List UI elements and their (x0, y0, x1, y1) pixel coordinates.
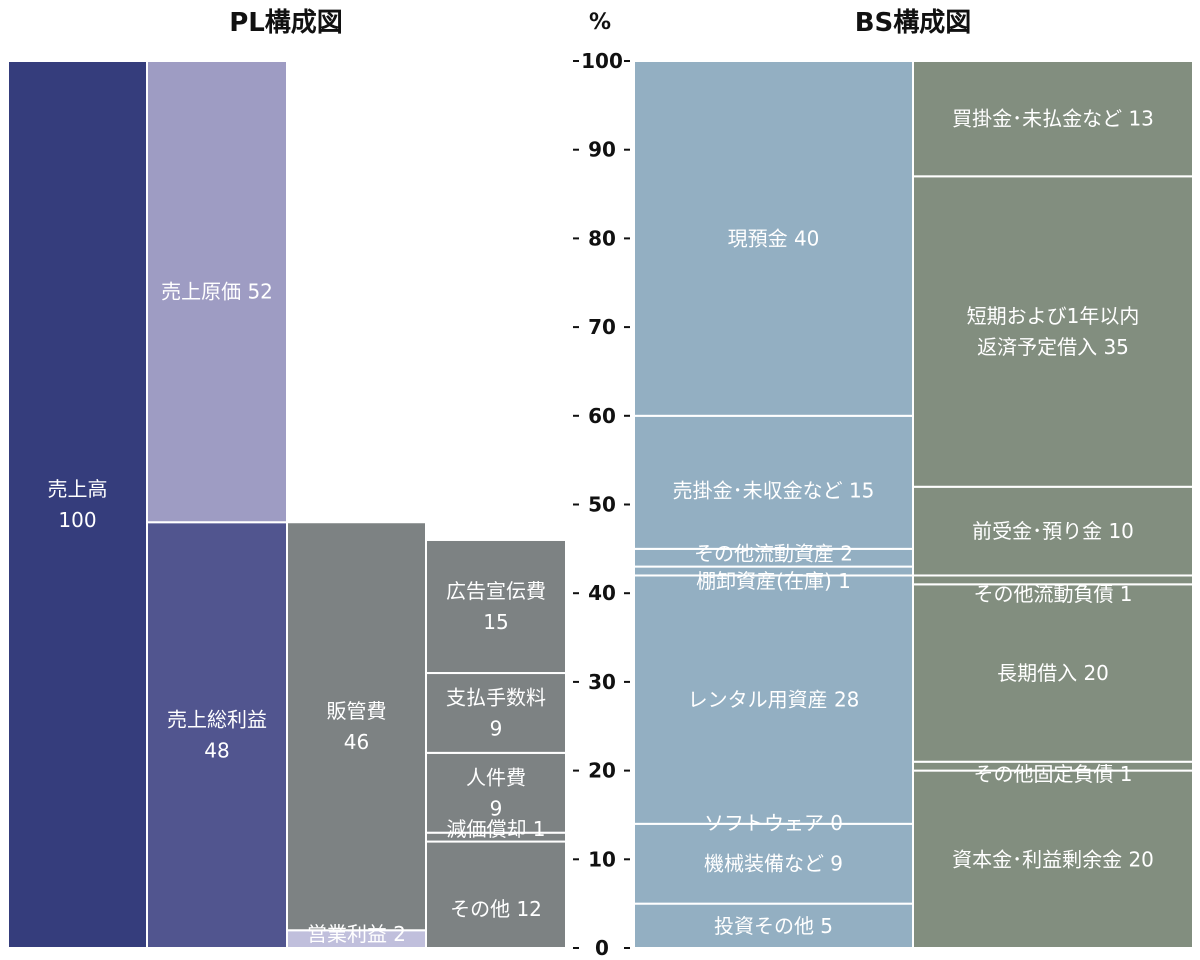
segment-0-0-0 (7, 60, 148, 949)
segment-1-1-0 (912, 769, 1194, 949)
segment-label-line-0-2-1-1: 46 (344, 730, 369, 754)
segment-label-line-1-0-5-0: その他流動資産 2 (694, 542, 853, 566)
segment-0-3-4 (425, 538, 567, 675)
segment-label-line-0-2-0-0: 営業利益 2 (307, 922, 406, 946)
segment-label-line-0-3-4-0: 広告宣伝費 (446, 579, 546, 603)
segment-label-line-1-0-4-0: 棚卸資産(在庫) 1 (696, 569, 851, 593)
segment-label-0-0-0: 売上高 100 (48, 477, 108, 532)
pl-chart-title: PL構成図 (229, 8, 343, 38)
segment-label-0-3-2: 人件費 9 (466, 765, 526, 820)
segment-label-line-1-0-1-0: 機械装備など 9 (704, 852, 843, 876)
segment-label-line-0-1-0-1: 48 (204, 739, 229, 763)
segment-0-1-0 (146, 521, 288, 949)
segments (7, 60, 1194, 950)
segment-label-0-1-0: 売上総利益 48 (167, 708, 267, 763)
y-tick-label-20: 20 (588, 759, 616, 783)
segment-0-3-3 (425, 672, 567, 754)
segment-1-1-4 (912, 485, 1194, 577)
segment-label-line-0-1-1-0: 売上原価 52 (161, 280, 273, 304)
segment-label-line-1-0-6-0: 売掛金･未収金など 15 (673, 478, 875, 502)
y-axis-unit: % (589, 10, 611, 35)
segment-label-line-0-3-4-1: 15 (483, 610, 508, 634)
y-tick-label-70: 70 (588, 315, 616, 339)
segment-1-0-6 (633, 414, 914, 550)
segment-0-1-1 (146, 60, 288, 524)
segment-label-line-1-1-5-0: 短期および1年以内 (967, 304, 1140, 328)
segment-label-1-0-3: レンタル用資産 28 (688, 688, 860, 712)
segment-1-1-5 (912, 175, 1194, 488)
segment-label-line-0-2-1-0: 販管費 (327, 699, 387, 723)
segment-label-1-0-7: 現預金 40 (728, 226, 820, 250)
segment-label-0-2-0: 営業利益 2 (307, 922, 406, 946)
segment-label-line-1-1-4-0: 前受金･預り金 10 (972, 519, 1134, 543)
segment-label-line-0-3-0-0: その他 12 (450, 897, 542, 921)
segment-label-line-0-3-3-0: 支払手数料 (446, 685, 546, 709)
segment-label-line-1-0-3-0: レンタル用資産 28 (688, 688, 860, 712)
segment-label-0-3-0: その他 12 (450, 897, 542, 921)
segment-label-1-0-1: 機械装備など 9 (704, 852, 843, 876)
segment-label-1-1-4: 前受金･預り金 10 (972, 519, 1134, 543)
segment-label-line-0-0-0-0: 売上高 (48, 477, 108, 501)
segment-label-0-2-1: 販管費 46 (327, 699, 387, 754)
segment-label-line-0-3-3-1: 9 (490, 716, 503, 740)
y-tick-label-40: 40 (588, 581, 616, 605)
y-tick-label-100: 100 (581, 49, 623, 73)
segment-label-1-1-3: その他流動負債 1 (973, 582, 1132, 606)
segment-label-0-3-1: 減価償却 1 (446, 817, 545, 841)
bs-chart-title: BS構成図 (855, 8, 972, 38)
segment-label-0-3-3: 支払手数料 9 (446, 685, 546, 740)
segment-label-line-1-1-0-0: 資本金･利益剰余金 20 (952, 847, 1154, 871)
segment-label-1-0-0: 投資その他 5 (714, 914, 833, 938)
y-tick-label-60: 60 (588, 404, 616, 428)
y-axis: 0 10 20 30 40 50 60 70 80 90 100 (573, 49, 630, 960)
y-tick-label-30: 30 (588, 670, 616, 694)
y-tick-label-90: 90 (588, 138, 616, 162)
segment-label-1-0-5: その他流動資産 2 (694, 542, 853, 566)
segment-label-1-1-0: 資本金･利益剰余金 20 (952, 847, 1154, 871)
segment-0-3-0 (425, 840, 567, 949)
segment-label-0-3-4: 広告宣伝費 15 (446, 579, 546, 634)
segment-label-line-0-3-1-0: 減価償却 1 (446, 817, 545, 841)
segment-label-line-0-3-2-0: 人件費 (466, 765, 526, 789)
segment-1-1-6 (912, 60, 1194, 178)
segment-label-line-1-0-7-0: 現預金 40 (728, 226, 820, 250)
segment-1-0-3 (633, 574, 914, 825)
segment-label-1-0-6: 売掛金･未収金など 15 (673, 478, 875, 502)
segment-label-line-0-1-0-0: 売上総利益 (167, 708, 267, 732)
segment-0-2-1 (286, 521, 427, 932)
segment-label-line-0-3-2-1: 9 (490, 796, 503, 820)
segment-label-1-0-2: ソフトウェア 0 (704, 811, 843, 835)
segment-label-line-1-1-2-0: 長期借入 20 (997, 661, 1109, 685)
segment-label-1-1-1: その他固定負債 1 (973, 762, 1132, 786)
segment-label-1-0-4: 棚卸資産(在庫) 1 (696, 569, 851, 593)
segment-label-1-1-2: 長期借入 20 (997, 661, 1109, 685)
y-tick-label-80: 80 (588, 226, 616, 250)
y-tick-label-10: 10 (588, 847, 616, 871)
segment-labels: 売上高 100 売上総利益 48 売上原価 52 営業利益 2 販管費 46 その他 12 減価償… (48, 107, 1154, 946)
segment-label-line-1-1-1-0: その他固定負債 1 (973, 762, 1132, 786)
y-tick-label-0: 0 (595, 936, 609, 960)
segment-1-0-1 (633, 822, 914, 905)
segment-label-line-0-0-0-1: 100 (58, 508, 96, 532)
segment-1-1-2 (912, 583, 1194, 763)
segment-label-line-1-0-0-0: 投資その他 5 (714, 914, 833, 938)
segment-label-0-1-1: 売上原価 52 (161, 280, 273, 304)
y-tick-label-50: 50 (588, 493, 616, 517)
segment-label-1-1-6: 買掛金･未払金など 13 (952, 107, 1154, 131)
segment-label-line-1-1-3-0: その他流動負債 1 (973, 582, 1132, 606)
segment-1-0-7 (633, 60, 914, 417)
segment-label-line-1-1-6-0: 買掛金･未払金など 13 (952, 107, 1154, 131)
segment-label-line-1-0-2-0: ソフトウェア 0 (704, 811, 843, 835)
segment-label-line-1-1-5-1: 返済予定借入 35 (977, 335, 1129, 359)
